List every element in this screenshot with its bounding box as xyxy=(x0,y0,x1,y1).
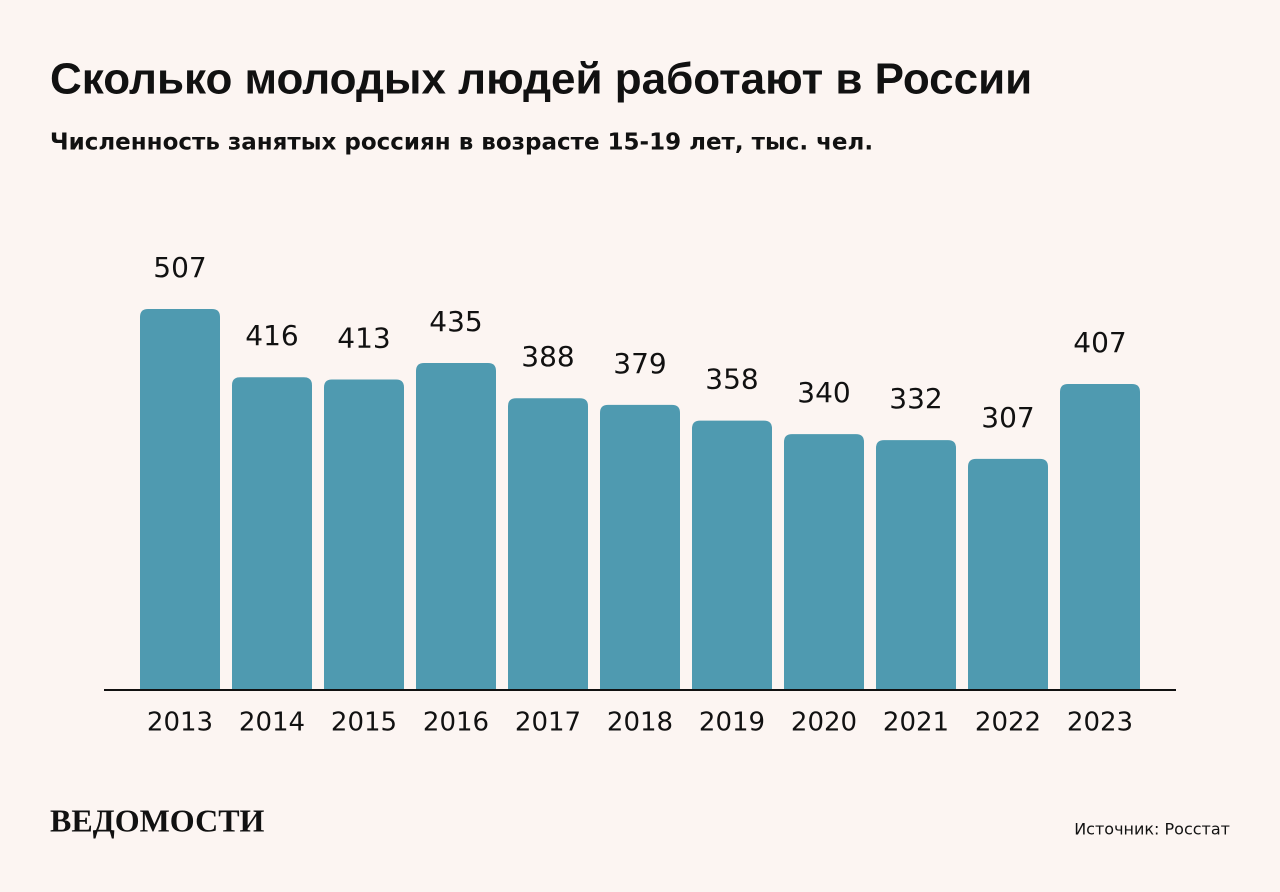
value-label: 388 xyxy=(521,340,574,373)
bar xyxy=(416,362,496,689)
x-tick-label: 2021 xyxy=(883,708,949,738)
x-tick-label: 2013 xyxy=(147,708,213,738)
value-label: 307 xyxy=(981,401,1034,434)
bar xyxy=(784,434,864,689)
x-tick-label: 2023 xyxy=(1067,708,1133,738)
logo: ВЕДОМОСТИ xyxy=(50,802,265,838)
bar xyxy=(876,440,956,689)
value-label: 340 xyxy=(797,376,850,409)
value-label: 332 xyxy=(889,382,942,415)
value-label: 416 xyxy=(245,319,298,352)
chart-title: Сколько молодых людей работают в России xyxy=(50,55,1032,104)
x-tick-label: 2014 xyxy=(239,708,305,738)
value-label: 507 xyxy=(153,251,206,284)
value-label: 435 xyxy=(429,305,482,338)
x-tick-label: 2017 xyxy=(515,708,581,738)
value-label: 358 xyxy=(705,363,758,396)
x-tick-label: 2015 xyxy=(331,708,397,738)
value-label: 407 xyxy=(1073,326,1126,359)
bar xyxy=(508,398,588,689)
bar xyxy=(1060,383,1140,689)
x-tick-label: 2016 xyxy=(423,708,489,738)
source: Источник: Росстат xyxy=(1074,820,1230,839)
x-tick-label: 2020 xyxy=(791,708,857,738)
bar xyxy=(324,379,404,689)
x-tick-label: 2018 xyxy=(607,708,673,738)
x-tick-label: 2022 xyxy=(975,708,1041,738)
chart-subtitle: Численность занятых россиян в возрасте 1… xyxy=(50,130,873,156)
value-label: 413 xyxy=(337,321,390,354)
bar xyxy=(232,377,312,689)
bar xyxy=(140,309,220,689)
bar xyxy=(600,404,680,689)
value-label: 379 xyxy=(613,347,666,380)
bar xyxy=(968,458,1048,689)
bar xyxy=(692,420,772,689)
x-tick-label: 2019 xyxy=(699,708,765,738)
